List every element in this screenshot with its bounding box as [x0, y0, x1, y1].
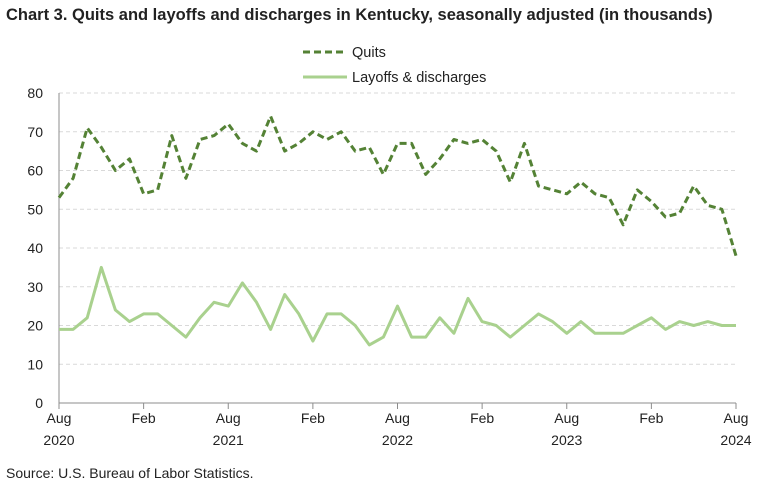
x-tick-label: Aug [724, 410, 749, 426]
series-line-quits [57, 114, 738, 257]
legend-label: Quits [352, 45, 386, 61]
x-tick-year-label: 2022 [382, 432, 413, 448]
y-tick-label: 60 [27, 163, 43, 179]
y-tick-label: 70 [27, 124, 43, 140]
y-tick-label: 30 [27, 279, 43, 295]
chart-title: Chart 3. Quits and layoffs and discharge… [6, 6, 713, 24]
axes [58, 93, 737, 409]
x-tick-label: Aug [554, 410, 579, 426]
x-tick-label: Feb [470, 410, 494, 426]
y-tick-label: 50 [27, 201, 43, 217]
x-tick-label: Aug [385, 410, 410, 426]
legend-label: Layoffs & discharges [352, 70, 486, 86]
gridlines [59, 92, 736, 365]
x-tick-label: Aug [216, 410, 241, 426]
y-tick-label: 10 [27, 356, 43, 372]
x-tick-label: Aug [47, 410, 72, 426]
x-tick-label: Feb [301, 410, 325, 426]
x-tick-year-label: 2023 [551, 432, 582, 448]
series-lines [57, 114, 738, 347]
x-tick-labels: Aug 2020 Feb Aug 2021 Feb Aug 2022 Feb Aug 2023 Feb… [43, 410, 751, 448]
legend: Quits Layoffs & discharges [303, 45, 486, 86]
series-line-layoffs-discharges [59, 265, 736, 347]
x-tick-label: Feb [639, 410, 663, 426]
x-tick-year-label: 2024 [720, 432, 751, 448]
y-tick-label: 20 [27, 318, 43, 334]
source-note: Source: U.S. Bureau of Labor Statistics. [6, 465, 254, 481]
y-tick-labels: 0 10 20 30 40 50 60 70 80 [27, 85, 43, 411]
x-tick-year-label: 2021 [213, 432, 244, 448]
y-tick-label: 80 [27, 85, 43, 101]
y-tick-label: 40 [27, 240, 43, 256]
y-tick-label: 0 [35, 395, 43, 411]
x-tick-label: Feb [132, 410, 156, 426]
x-tick-year-label: 2020 [43, 432, 74, 448]
